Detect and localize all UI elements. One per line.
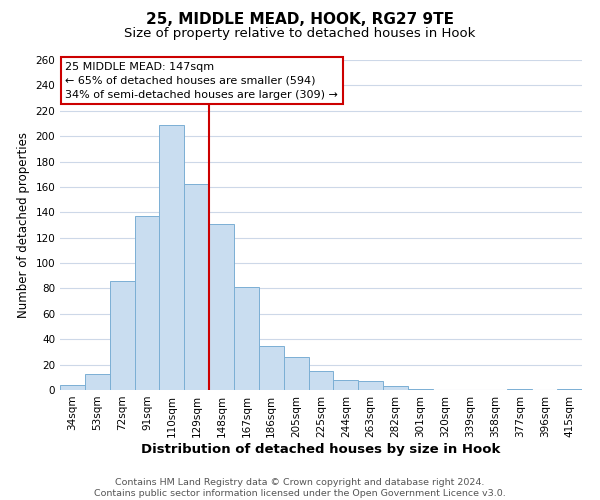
Bar [110, 281, 134, 390]
Text: Contains HM Land Registry data © Crown copyright and database right 2024.
Contai: Contains HM Land Registry data © Crown c… [94, 478, 506, 498]
Y-axis label: Number of detached properties: Number of detached properties [17, 132, 30, 318]
Bar [334, 380, 358, 390]
Bar [284, 357, 308, 390]
Text: 25, MIDDLE MEAD, HOOK, RG27 9TE: 25, MIDDLE MEAD, HOOK, RG27 9TE [146, 12, 454, 28]
X-axis label: Distribution of detached houses by size in Hook: Distribution of detached houses by size … [142, 442, 500, 456]
Bar [160, 124, 184, 390]
Bar [234, 287, 259, 390]
Text: 25 MIDDLE MEAD: 147sqm
← 65% of detached houses are smaller (594)
34% of semi-de: 25 MIDDLE MEAD: 147sqm ← 65% of detached… [65, 62, 338, 100]
Bar [508, 388, 532, 390]
Bar [209, 224, 234, 390]
Bar [184, 184, 209, 390]
Bar [60, 385, 85, 390]
Bar [134, 216, 160, 390]
Bar [85, 374, 110, 390]
Bar [358, 381, 383, 390]
Bar [557, 388, 582, 390]
Text: Size of property relative to detached houses in Hook: Size of property relative to detached ho… [124, 28, 476, 40]
Bar [308, 371, 334, 390]
Bar [408, 388, 433, 390]
Bar [259, 346, 284, 390]
Bar [383, 386, 408, 390]
